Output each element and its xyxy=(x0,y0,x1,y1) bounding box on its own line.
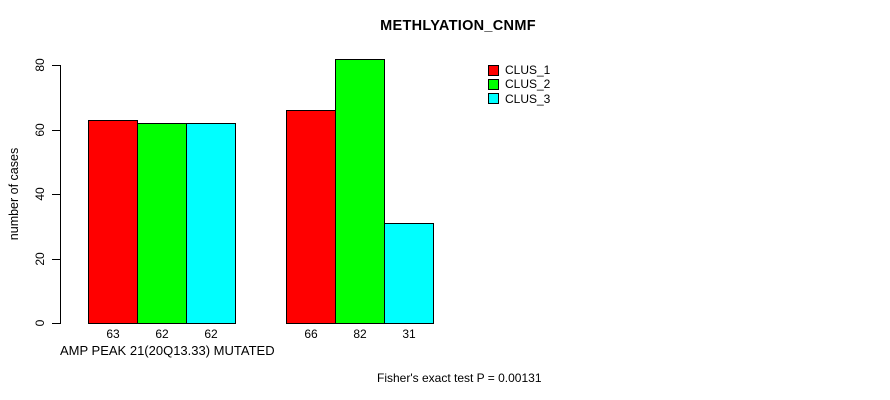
x-axis-label: AMP PEAK 21(20Q13.33) MUTATED xyxy=(60,343,275,358)
y-tick-label: 80 xyxy=(33,58,47,72)
y-tick-mark xyxy=(52,323,60,324)
bar-value-label: 66 xyxy=(304,327,318,341)
y-tick-mark xyxy=(52,258,60,260)
bar-clus_3-group2 xyxy=(384,223,434,324)
y-axis-label: number of cases xyxy=(7,147,21,241)
y-tick-mark xyxy=(52,65,60,66)
y-tick-mark xyxy=(52,194,60,195)
bar-value-label: 82 xyxy=(353,327,367,341)
legend-row: CLUS_3 xyxy=(488,92,550,106)
legend-swatch-clus_1 xyxy=(488,64,499,76)
chart-title: METHLYATION_CNMF xyxy=(380,18,536,34)
legend-row: CLUS_1 xyxy=(488,63,550,77)
legend-label: CLUS_3 xyxy=(505,91,551,106)
stat-annotation: Fisher's exact test P = 0.00131 xyxy=(377,371,542,385)
y-tick-label: 20 xyxy=(33,251,47,266)
legend-swatch-clus_2 xyxy=(488,78,499,90)
bar-value-label: 31 xyxy=(402,327,416,341)
legend-swatch-clus_3 xyxy=(488,93,499,105)
bar-clus_2-group1 xyxy=(137,123,187,324)
legend-label: CLUS_1 xyxy=(505,63,551,78)
bar-value-label: 63 xyxy=(106,327,120,341)
bar-clus_1-group2 xyxy=(286,110,336,324)
legend-row: CLUS_2 xyxy=(488,77,550,91)
bar-clus_2-group2 xyxy=(335,58,385,324)
legend-label: CLUS_2 xyxy=(505,77,551,92)
y-tick-mark xyxy=(52,129,60,131)
y-tick-label: 40 xyxy=(33,187,47,201)
bar-clus_1-group1 xyxy=(88,119,138,324)
bar-clus_3-group1 xyxy=(186,123,236,324)
y-axis-line xyxy=(60,64,61,324)
y-tick-label: 60 xyxy=(33,122,47,137)
bar-value-label: 62 xyxy=(155,327,169,341)
legend: CLUS_1 CLUS_2 CLUS_3 xyxy=(488,63,550,106)
y-tick-label: 0 xyxy=(33,319,47,327)
bar-value-label: 62 xyxy=(204,327,218,341)
